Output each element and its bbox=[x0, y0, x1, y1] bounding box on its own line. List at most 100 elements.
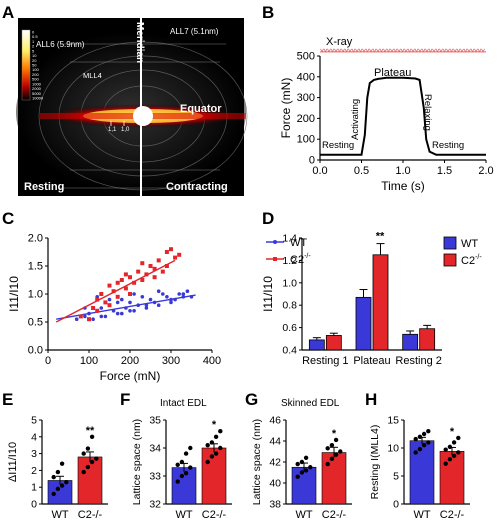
legend-d-wt-label: WT bbox=[461, 238, 478, 250]
data-point bbox=[413, 436, 418, 442]
label-contracting: Contracting bbox=[166, 181, 228, 193]
y-tick-label: 100 bbox=[297, 134, 315, 146]
data-point bbox=[333, 452, 339, 457]
x-category-label: Resting 2 bbox=[395, 355, 441, 367]
data-point bbox=[447, 457, 453, 462]
y-tick-label: 35 bbox=[149, 415, 161, 427]
legend-c-wt-label: WT bbox=[290, 237, 307, 249]
bar-wt bbox=[308, 339, 325, 351]
y-tick-label: 0 bbox=[393, 499, 399, 511]
xray-layer-lines bbox=[60, 43, 226, 189]
chart-delta-ratio: 0 1 2 3 4 5 WT C2-/- ** ΔI11/I10 bbox=[7, 415, 108, 521]
scatter-point-wt bbox=[83, 314, 87, 319]
y-tick-label: 0 bbox=[31, 499, 37, 511]
bar-c2 bbox=[201, 447, 227, 505]
panel-h: H 0 5 10 15 WT C2-/- * Resting I(MLL4) bbox=[365, 390, 470, 521]
xray-pulse-marker bbox=[446, 48, 450, 53]
data-point bbox=[89, 434, 95, 439]
xray-pulse-marker bbox=[341, 48, 345, 53]
scatter-point-wt bbox=[128, 309, 132, 313]
chart-bar-intensity-ratio: 0.4 0.6 0.8 1.0 1.2 1.4 Resting 1 Plateau Restin… bbox=[261, 231, 442, 367]
bar-wt bbox=[291, 466, 317, 505]
scatter-point-c2 bbox=[95, 308, 100, 313]
scatter-point-wt bbox=[148, 297, 153, 302]
scatter-point-wt bbox=[156, 289, 161, 294]
xray-pulse-marker bbox=[421, 48, 426, 53]
x-category-label: C2-/- bbox=[322, 509, 347, 521]
scatter-point-c2 bbox=[140, 278, 145, 282]
y-tick-label: 0.0 bbox=[28, 345, 43, 357]
colorbar bbox=[21, 29, 31, 101]
xray-pulse-marker bbox=[411, 48, 415, 53]
y-tick-label: 4 bbox=[31, 431, 37, 443]
label-reflection-10: 1,0 bbox=[121, 127, 130, 133]
scatter-point-wt bbox=[120, 297, 124, 302]
data-point bbox=[338, 449, 343, 454]
scatter-point-wt bbox=[107, 297, 112, 302]
y-tick-label: 500 bbox=[297, 51, 315, 63]
xray-pulse-marker bbox=[348, 48, 352, 53]
y-tick-label: 38 bbox=[269, 499, 281, 511]
xray-pulse-marker bbox=[477, 48, 482, 53]
y-tick-label: 1.4 bbox=[282, 233, 297, 245]
scatter-point-c2 bbox=[164, 264, 169, 268]
panel-c: C 0.0 0.5 1.0 1.5 2.0 0 100 200 300 400 Force (mN)… bbox=[2, 209, 311, 383]
scatter-point-wt bbox=[91, 317, 95, 322]
y-axis-label: I11/I10 bbox=[261, 276, 275, 312]
legend-c-c2-marker bbox=[273, 257, 277, 261]
y-tick-label: 2.0 bbox=[28, 233, 43, 245]
data-point bbox=[64, 479, 69, 485]
scatter-point-wt bbox=[181, 292, 186, 296]
label-all7: ALL7 (5.1nm) bbox=[170, 27, 219, 36]
bar-c2 bbox=[77, 456, 103, 505]
significance-marker: * bbox=[212, 419, 217, 431]
panel-f: F Intact EDL 32 33 34 35 WT C2-/- * Lattice spa… bbox=[120, 390, 232, 521]
scatter-point-wt bbox=[103, 314, 108, 319]
xray-pulse-marker bbox=[323, 48, 328, 53]
data-point bbox=[325, 461, 330, 467]
xray-pulse-marker bbox=[407, 48, 412, 53]
y-tick-label: 3 bbox=[31, 448, 37, 460]
data-point bbox=[456, 435, 461, 441]
data-point bbox=[213, 434, 219, 439]
scatter-point-wt bbox=[132, 309, 136, 313]
colorbar-tick-label: 1000 bbox=[32, 81, 42, 86]
xray-pulse-marker bbox=[330, 48, 335, 53]
scatter-point-c2 bbox=[156, 258, 161, 263]
bar-c2 bbox=[325, 335, 342, 351]
y-tick-label: 5 bbox=[31, 415, 37, 427]
panel-letter-a: A bbox=[2, 3, 14, 22]
xray-pulse-marker bbox=[355, 48, 359, 53]
label-equator: Equator bbox=[180, 103, 222, 115]
scatter-point-c2 bbox=[128, 292, 132, 296]
data-point bbox=[55, 486, 61, 492]
significance-marker: * bbox=[450, 426, 455, 438]
scatter-point-wt bbox=[140, 295, 145, 299]
x-tick-label: 0.0 bbox=[312, 165, 327, 177]
panel-letter-e: E bbox=[2, 390, 13, 409]
xray-pulse-marker bbox=[351, 48, 356, 53]
colorbar-tick-label: 0 bbox=[32, 30, 35, 35]
xray-pulse-marker bbox=[453, 48, 457, 53]
x-category-label: WT bbox=[51, 509, 68, 521]
y-tick-label: 300 bbox=[297, 92, 315, 104]
colorbar-tick-label: 1 bbox=[32, 39, 35, 44]
scatter-point-wt bbox=[115, 311, 120, 316]
bar-wt bbox=[355, 296, 372, 351]
scatter-point-wt bbox=[115, 300, 120, 305]
xray-pulse-marker bbox=[460, 48, 464, 53]
x-category-label: Resting 1 bbox=[302, 355, 348, 367]
colorbar-tick-label: 50 bbox=[32, 63, 37, 68]
scatter-point-c2 bbox=[132, 280, 137, 285]
x-tick-label: 0 bbox=[45, 355, 51, 367]
panel-a: A 00.51251020501002005001000200050001000… bbox=[2, 3, 248, 196]
y-tick-label: 42 bbox=[269, 457, 281, 469]
colorbar-tick-label: 2000 bbox=[32, 86, 42, 91]
x-category-label: WT bbox=[295, 509, 312, 521]
panel-letter-b: B bbox=[262, 3, 274, 22]
scatter-point-c2 bbox=[148, 264, 153, 268]
scatter-point-wt bbox=[144, 306, 149, 310]
xray-pulse-marker bbox=[397, 48, 401, 53]
x-axis-label: Time (s) bbox=[381, 179, 425, 193]
